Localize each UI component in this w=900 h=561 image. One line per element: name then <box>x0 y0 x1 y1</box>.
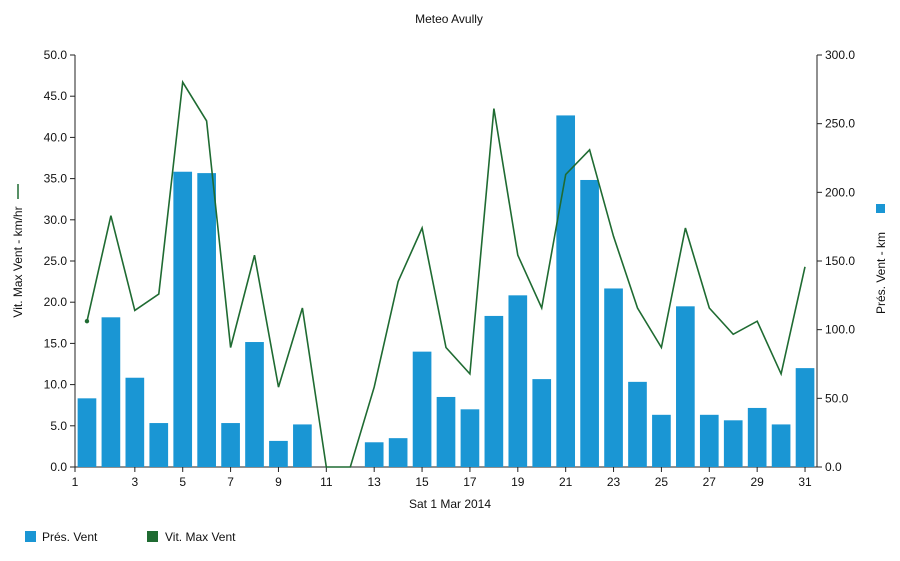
left-axis-tick-label: 5.0 <box>50 419 67 433</box>
x-axis-tick-label: 1 <box>72 475 79 489</box>
bar-pres-vent-day-28[interactable] <box>723 420 743 467</box>
x-axis-tick-label: 5 <box>179 475 186 489</box>
bar-pres-vent-day-2[interactable] <box>101 317 121 467</box>
bar-pres-vent-day-10[interactable] <box>293 424 312 467</box>
legend-label-pres-vent: Prés. Vent <box>42 530 98 544</box>
bar-pres-vent-day-26[interactable] <box>676 306 695 467</box>
bar-pres-vent-day-13[interactable] <box>364 442 384 467</box>
left-axis-tick-label: 45.0 <box>44 89 68 103</box>
left-axis-tick-label: 30.0 <box>44 213 68 227</box>
bar-pres-vent-day-1[interactable] <box>77 398 97 467</box>
bar-pres-vent-day-5[interactable] <box>173 171 193 467</box>
bar-pres-vent-day-17[interactable] <box>460 409 480 467</box>
right-axis-tick-label: 300.0 <box>825 48 855 62</box>
bar-pres-vent-day-25[interactable] <box>652 414 671 467</box>
x-axis-tick-label: 25 <box>655 475 669 489</box>
right-axis-tick-label: 200.0 <box>825 185 855 199</box>
x-axis-tick-label: 7 <box>227 475 234 489</box>
x-axis-tick-label: 9 <box>275 475 282 489</box>
bar-pres-vent-day-27[interactable] <box>699 414 719 467</box>
x-axis-tick-label: 17 <box>463 475 477 489</box>
bar-pres-vent-day-4[interactable] <box>149 423 169 467</box>
right-axis-tick-label: 50.0 <box>825 391 849 405</box>
bar-pres-vent-day-19[interactable] <box>508 295 528 467</box>
left-axis-tick-label: 15.0 <box>44 336 68 350</box>
line-vit-max-vent-start-point <box>84 318 90 324</box>
right-axis-tick-label: 250.0 <box>825 117 855 131</box>
bar-pres-vent-day-20[interactable] <box>532 379 552 467</box>
legend: Prés. Vent Vit. Max Vent <box>25 530 236 544</box>
bar-pres-vent-day-30[interactable] <box>771 424 791 467</box>
bar-pres-vent-day-14[interactable] <box>388 438 408 467</box>
legend-swatch-pres-vent <box>25 531 36 542</box>
x-axis-tick-label: 27 <box>703 475 717 489</box>
bar-pres-vent-day-29[interactable] <box>747 407 767 467</box>
bar-pres-vent-day-18[interactable] <box>484 315 504 467</box>
right-axis-title: Prés. Vent - km <box>874 232 888 314</box>
line-vit-max-vent[interactable] <box>86 79 806 468</box>
bar-pres-vent-day-15[interactable] <box>412 351 432 467</box>
x-axis-tick-label: 31 <box>798 475 812 489</box>
bar-pres-vent-day-22[interactable] <box>580 179 599 467</box>
legend-swatch-vit-max-vent <box>147 531 158 542</box>
x-axis-tick-label: 13 <box>368 475 382 489</box>
x-axis-tick-label: 23 <box>607 475 621 489</box>
left-axis-tick-label: 0.0 <box>50 460 67 474</box>
left-axis-tick-label: 50.0 <box>44 48 68 62</box>
bar-pres-vent-day-6[interactable] <box>197 173 216 467</box>
legend-item-pres-vent[interactable]: Prés. Vent <box>25 530 98 544</box>
x-axis-tick-label: 11 <box>320 475 333 489</box>
x-axis-tick-label: 21 <box>559 475 573 489</box>
bar-pres-vent-day-31[interactable] <box>795 368 815 467</box>
x-axis-tick-label: 19 <box>511 475 525 489</box>
x-axis-tick-label: 3 <box>131 475 138 489</box>
right-axis-tick-label: 150.0 <box>825 254 855 268</box>
right-axis-tick-label: 100.0 <box>825 323 855 337</box>
bar-pres-vent-day-8[interactable] <box>245 342 264 467</box>
right-axis-tick-label: 0.0 <box>825 460 842 474</box>
bar-pres-vent-day-23[interactable] <box>604 288 623 467</box>
bar-pres-vent-day-3[interactable] <box>125 377 145 467</box>
bar-pres-vent-day-7[interactable] <box>221 423 240 467</box>
plot-area: 0.05.010.015.020.025.030.035.040.045.050… <box>44 48 856 489</box>
bar-pres-vent-day-9[interactable] <box>269 440 288 467</box>
x-axis-title: Sat 1 Mar 2014 <box>409 497 491 511</box>
bar-pres-vent-day-16[interactable] <box>436 396 456 467</box>
left-axis-tick-label: 25.0 <box>44 254 68 268</box>
left-axis-tick-label: 20.0 <box>44 295 68 309</box>
x-axis-tick-label: 15 <box>415 475 429 489</box>
legend-label-vit-max-vent: Vit. Max Vent <box>165 530 236 544</box>
right-axis-series-marker <box>876 204 885 213</box>
chart-title: Meteo Avully <box>415 12 483 26</box>
left-axis-title: Vit. Max Vent - km/hr <box>11 206 25 317</box>
left-axis-tick-label: 10.0 <box>44 378 68 392</box>
bar-pres-vent-day-24[interactable] <box>628 381 647 467</box>
x-axis-tick-label: 29 <box>750 475 764 489</box>
left-axis-tick-label: 35.0 <box>44 172 68 186</box>
left-axis-tick-label: 40.0 <box>44 130 68 144</box>
legend-item-vit-max-vent[interactable]: Vit. Max Vent <box>147 530 236 544</box>
